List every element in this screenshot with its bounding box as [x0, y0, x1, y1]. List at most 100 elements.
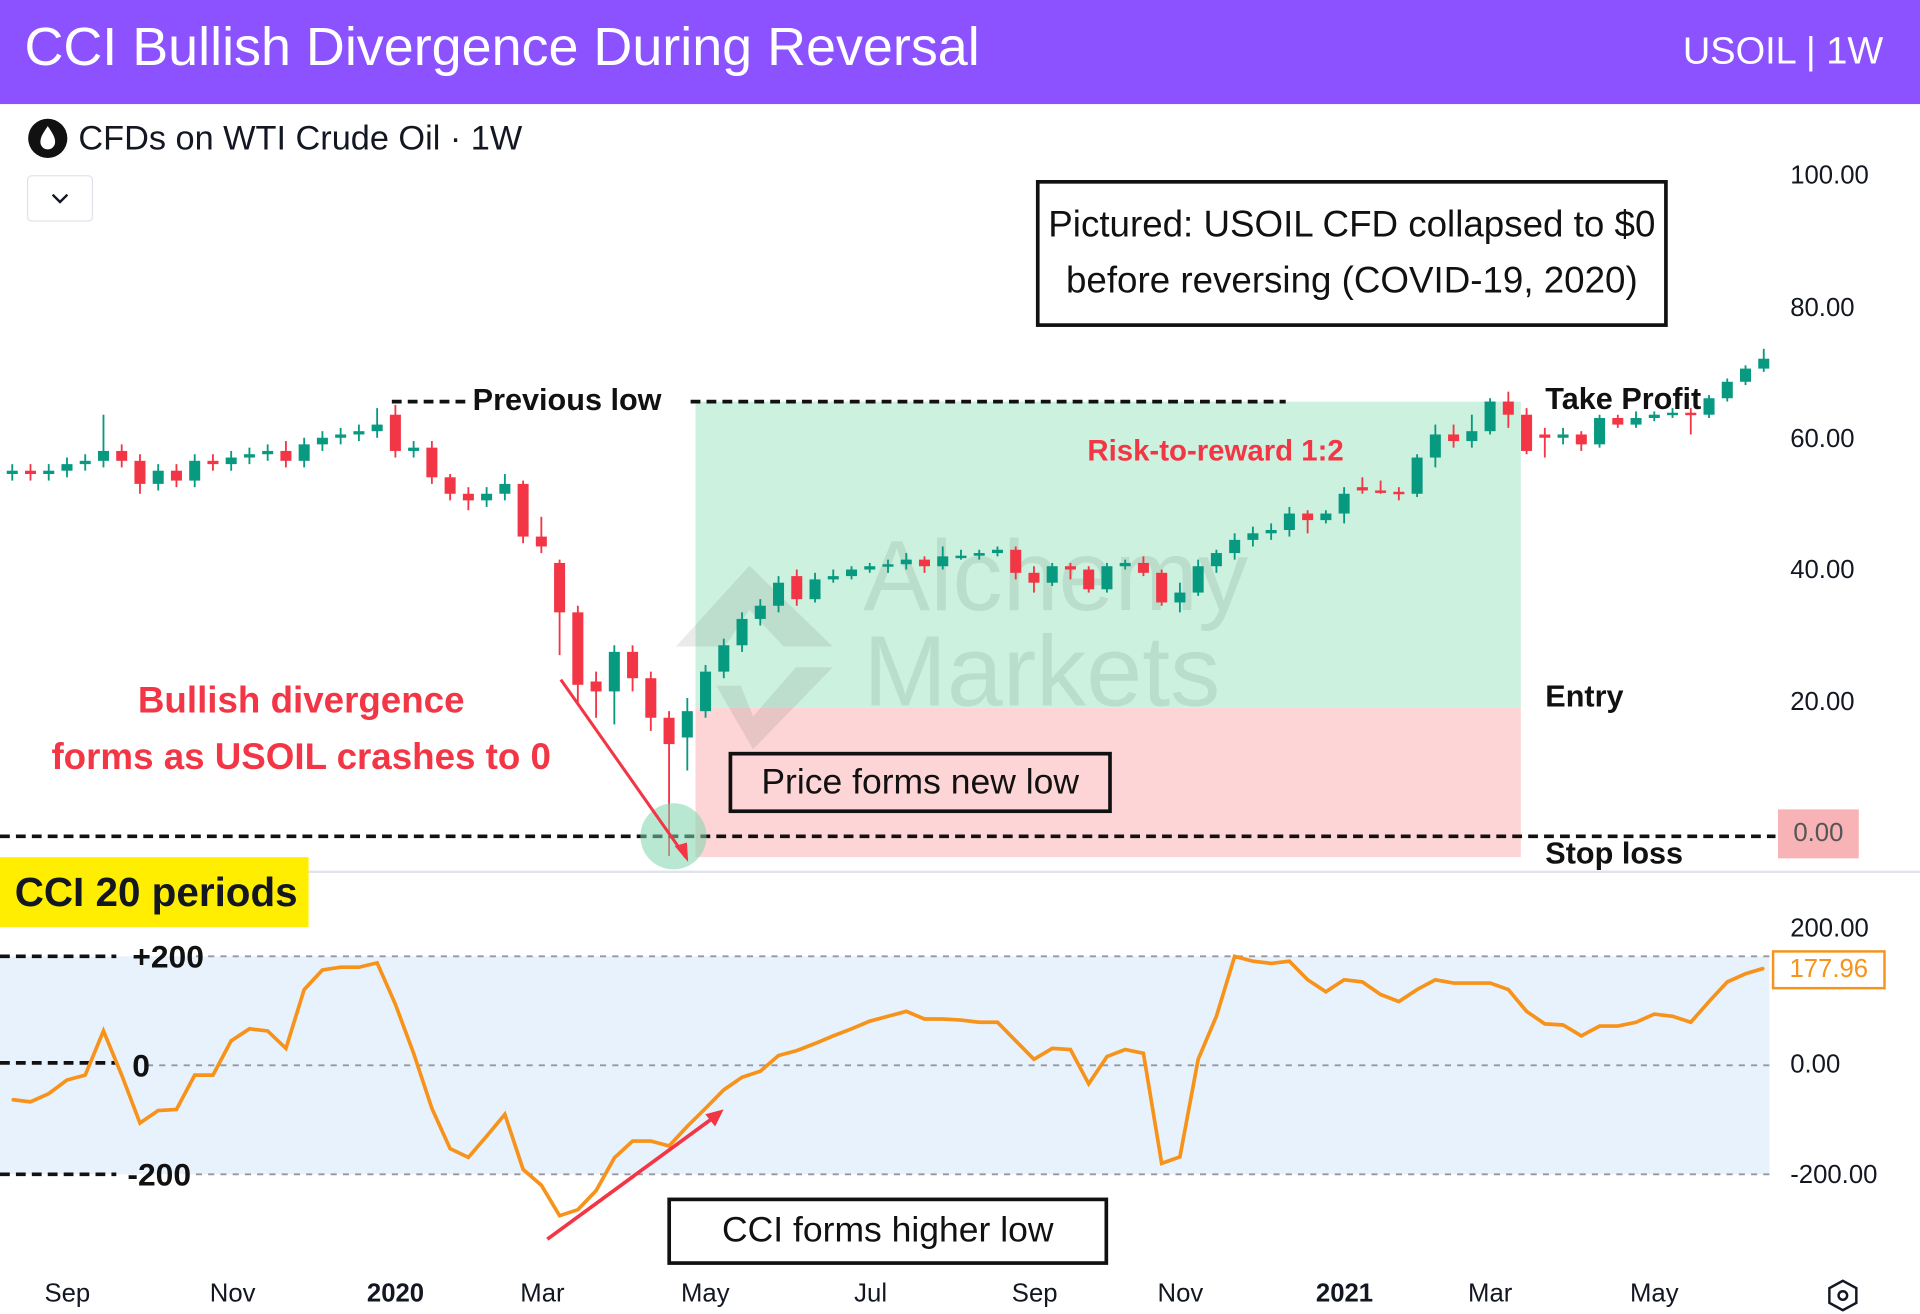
- cci-point: [412, 1052, 415, 1055]
- cci-point: [1178, 1155, 1181, 1158]
- cci-point: [1489, 982, 1492, 985]
- candle-body: [608, 651, 620, 692]
- candle: [1302, 510, 1314, 534]
- candle: [170, 464, 182, 488]
- candle: [97, 414, 109, 468]
- candle: [645, 671, 657, 731]
- cci-higher-low-box: CCI forms higher low: [667, 1197, 1109, 1265]
- candle: [736, 612, 748, 652]
- time-tick: 2021: [1315, 1279, 1374, 1308]
- candle: [700, 665, 712, 718]
- cci-point: [850, 1027, 853, 1030]
- cci-zero-label: 0: [132, 1046, 150, 1084]
- candle: [846, 566, 858, 580]
- candle: [316, 431, 328, 451]
- candle-body: [1484, 401, 1496, 432]
- cci-point: [1324, 990, 1327, 993]
- price-tick: 20.00: [1790, 688, 1855, 717]
- candle-body: [335, 434, 347, 438]
- cci-point: [1105, 1055, 1108, 1058]
- candle: [1521, 408, 1533, 455]
- candle: [572, 605, 584, 705]
- cci-point: [1434, 978, 1437, 981]
- chevron-down-icon: [51, 193, 69, 204]
- candle-body: [718, 645, 730, 672]
- cci-point: [576, 1208, 579, 1211]
- candle: [1667, 408, 1679, 419]
- candle: [43, 464, 55, 481]
- candle: [6, 464, 18, 481]
- candle-body: [389, 414, 401, 451]
- cci-point: [1452, 982, 1455, 985]
- cci-point: [339, 966, 342, 969]
- candle: [280, 441, 292, 468]
- candle-body: [535, 536, 547, 547]
- cci-points: [11, 955, 1765, 1217]
- cci-point: [1069, 1048, 1072, 1051]
- cci-point: [1635, 1021, 1638, 1024]
- candle-body: [316, 437, 328, 445]
- candle: [24, 464, 37, 481]
- candle-body: [1594, 418, 1606, 445]
- candle: [718, 638, 730, 679]
- cci-point: [138, 1122, 141, 1125]
- candle-body: [700, 671, 712, 712]
- candle: [1648, 411, 1660, 422]
- candle: [1484, 398, 1496, 435]
- candle: [1046, 562, 1058, 586]
- candle: [554, 559, 566, 656]
- cci-point: [1197, 1058, 1200, 1061]
- candle: [827, 569, 839, 583]
- cci-point: [1306, 978, 1309, 981]
- candle-body: [1685, 412, 1697, 416]
- candle: [298, 437, 310, 468]
- highlighted-price-label: 0.00: [1777, 809, 1859, 859]
- low-highlight-circle: [640, 803, 707, 870]
- cci-point: [1525, 1010, 1528, 1013]
- cci-point: [868, 1020, 871, 1023]
- cci-point: [887, 1015, 889, 1018]
- time-tick: May: [1629, 1279, 1679, 1308]
- candle: [681, 697, 693, 771]
- cci-last-value: 177.96: [1771, 950, 1886, 990]
- symbol-label: CFDs on WTI Crude Oil · 1W: [78, 118, 523, 157]
- cci-point: [741, 1076, 744, 1079]
- cci-point: [668, 1144, 671, 1147]
- candle-body: [1393, 491, 1405, 495]
- cci-point: [120, 1074, 123, 1077]
- candle-body: [937, 556, 949, 567]
- candle-body: [1010, 549, 1022, 573]
- cci-point: [905, 1010, 908, 1013]
- price-tick: 80.00: [1790, 293, 1855, 323]
- cci-minus200-label: -200: [127, 1155, 192, 1193]
- cci-point: [485, 1135, 488, 1138]
- pictured-note-line2: before reversing (COVID-19, 2020): [1065, 260, 1638, 302]
- cci-point: [795, 1049, 798, 1052]
- cci-point: [960, 1019, 962, 1022]
- cci-point: [540, 1184, 543, 1187]
- cci-point: [357, 966, 360, 969]
- cci-point: [814, 1042, 817, 1045]
- cci-point: [1397, 1000, 1400, 1003]
- candle-body: [554, 562, 566, 613]
- symbol-info[interactable]: CFDs on WTI Crude Oil · 1W: [27, 118, 522, 160]
- cci-point: [467, 1156, 470, 1159]
- candle-body: [1046, 566, 1058, 583]
- cci-point: [722, 1088, 725, 1091]
- profit-zone: [695, 401, 1521, 708]
- cci-point: [1142, 1052, 1145, 1055]
- candle: [900, 553, 912, 570]
- candle-body: [1302, 513, 1314, 521]
- collapse-dropdown-button[interactable]: [26, 175, 94, 222]
- hexagon-settings-icon[interactable]: [1828, 1279, 1858, 1312]
- page-title: CCI Bullish Divergence During Reversal: [24, 17, 980, 78]
- cci-point: [1580, 1034, 1583, 1037]
- cci-point: [1543, 1022, 1546, 1025]
- watermark-logo: [675, 565, 833, 750]
- cci-plus200-label: +200: [132, 937, 204, 975]
- candle-body: [24, 470, 37, 475]
- candle: [1192, 559, 1204, 596]
- candle-body: [408, 447, 420, 451]
- cci-point: [649, 1140, 652, 1143]
